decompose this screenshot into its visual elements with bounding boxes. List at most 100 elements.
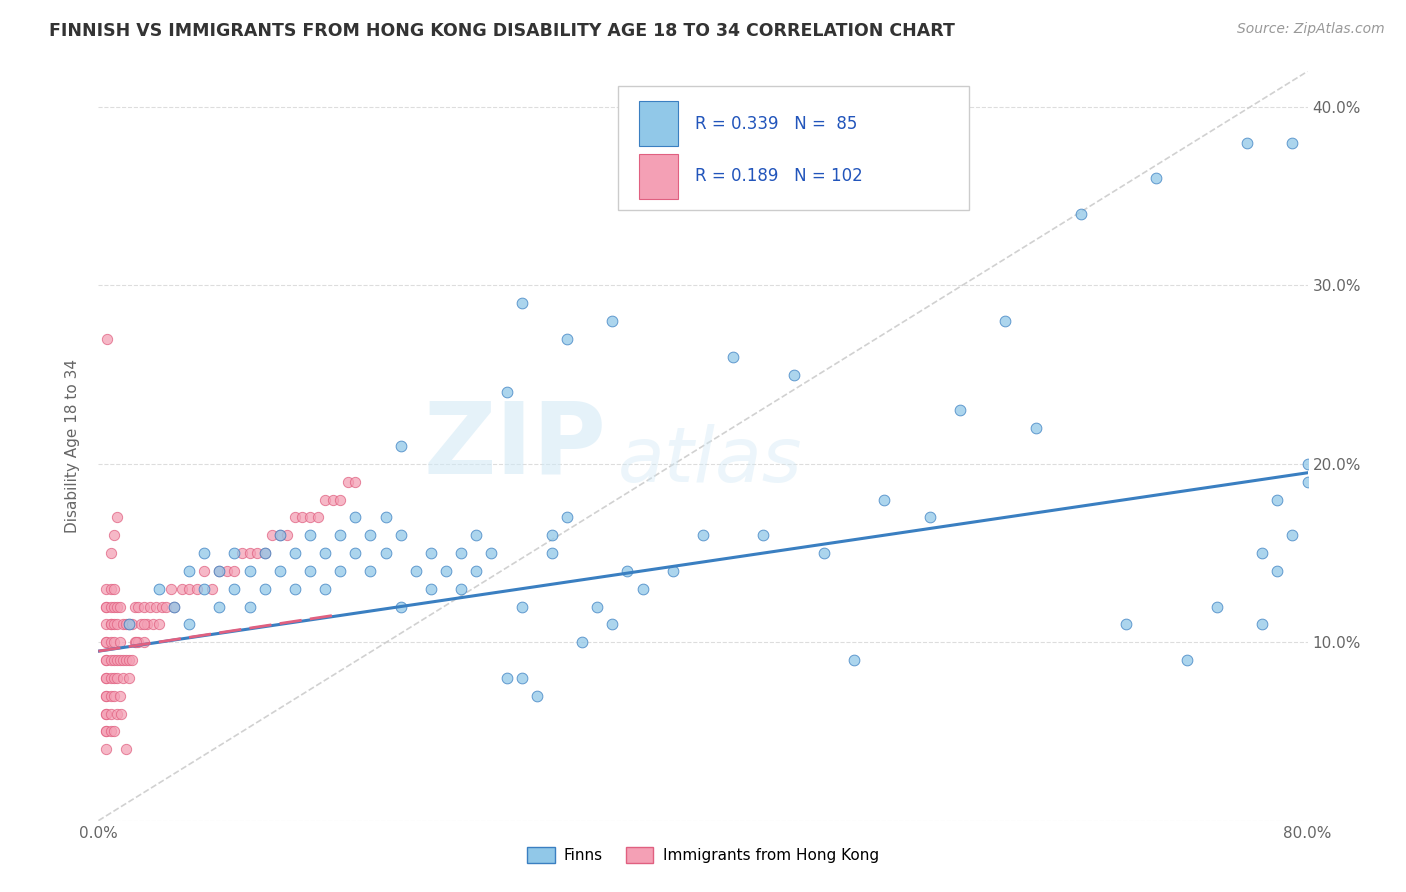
Point [602, 617, 624, 632]
Point [465, 528, 488, 542]
Point [949, 403, 972, 417]
Point [284, 582, 307, 596]
Point [142, 617, 165, 632]
Point [540, 528, 562, 542]
Point [148, 582, 170, 596]
Point [253, 582, 276, 596]
Point [1024, 421, 1046, 435]
Point [108, 599, 131, 614]
Point [873, 492, 896, 507]
Point [186, 582, 208, 596]
Point [118, 617, 141, 632]
Point [540, 546, 562, 560]
Point [616, 564, 638, 578]
Point [111, 617, 134, 632]
Point [127, 599, 149, 614]
Legend: Finns, Immigrants from Hong Kong: Finns, Immigrants from Hong Kong [522, 841, 884, 869]
Point [284, 510, 307, 524]
Point [299, 528, 322, 542]
Point [103, 671, 125, 685]
Point [105, 706, 128, 721]
Point [94, 706, 117, 721]
Point [661, 564, 683, 578]
Point [239, 546, 262, 560]
Point [94, 653, 117, 667]
Text: FINNISH VS IMMIGRANTS FROM HONG KONG DISABILITY AGE 18 TO 34 CORRELATION CHART: FINNISH VS IMMIGRANTS FROM HONG KONG DIS… [49, 22, 955, 40]
Point [253, 546, 276, 560]
Point [105, 671, 128, 685]
Point [389, 439, 412, 453]
Point [94, 671, 117, 685]
Point [118, 617, 141, 632]
Point [94, 599, 117, 614]
Point [314, 546, 336, 560]
Point [105, 617, 128, 632]
Text: atlas: atlas [619, 424, 803, 498]
Point [783, 368, 806, 382]
Point [1296, 475, 1319, 489]
Point [314, 492, 336, 507]
Point [94, 724, 117, 739]
Point [405, 564, 427, 578]
Point [510, 599, 533, 614]
Point [118, 671, 141, 685]
Point [127, 635, 149, 649]
Point [224, 564, 246, 578]
Point [1296, 457, 1319, 471]
Point [179, 582, 201, 596]
Text: Source: ZipAtlas.com: Source: ZipAtlas.com [1237, 22, 1385, 37]
Point [555, 510, 578, 524]
Point [1115, 617, 1137, 632]
Point [269, 564, 291, 578]
Point [163, 599, 186, 614]
Point [100, 582, 122, 596]
Point [103, 724, 125, 739]
Point [1070, 207, 1092, 221]
Point [170, 582, 193, 596]
Point [344, 546, 367, 560]
Point [96, 332, 118, 346]
Point [103, 689, 125, 703]
Point [132, 635, 155, 649]
Point [94, 671, 117, 685]
Point [103, 582, 125, 596]
Point [752, 528, 775, 542]
Point [1251, 546, 1274, 560]
Point [307, 510, 329, 524]
Point [276, 528, 298, 542]
Point [94, 689, 117, 703]
Point [100, 671, 122, 685]
Point [215, 564, 238, 578]
Point [150, 599, 173, 614]
Point [239, 564, 262, 578]
Point [360, 528, 382, 542]
Point [344, 475, 367, 489]
Point [100, 635, 122, 649]
Point [163, 599, 186, 614]
Point [994, 314, 1017, 328]
Point [208, 564, 231, 578]
Point [434, 564, 457, 578]
Point [374, 510, 396, 524]
Point [148, 617, 170, 632]
Point [100, 724, 122, 739]
Point [201, 582, 224, 596]
Point [132, 599, 155, 614]
Point [571, 635, 593, 649]
Point [262, 528, 284, 542]
Point [299, 564, 322, 578]
Point [692, 528, 714, 542]
Point [284, 546, 307, 560]
Point [526, 689, 548, 703]
Point [114, 617, 136, 632]
Point [100, 599, 122, 614]
Text: ZIP: ZIP [423, 398, 606, 494]
Point [103, 528, 125, 542]
Point [329, 528, 352, 542]
Point [100, 617, 122, 632]
Point [291, 510, 314, 524]
Point [269, 528, 291, 542]
Point [208, 564, 231, 578]
Point [111, 653, 134, 667]
Point [160, 582, 183, 596]
